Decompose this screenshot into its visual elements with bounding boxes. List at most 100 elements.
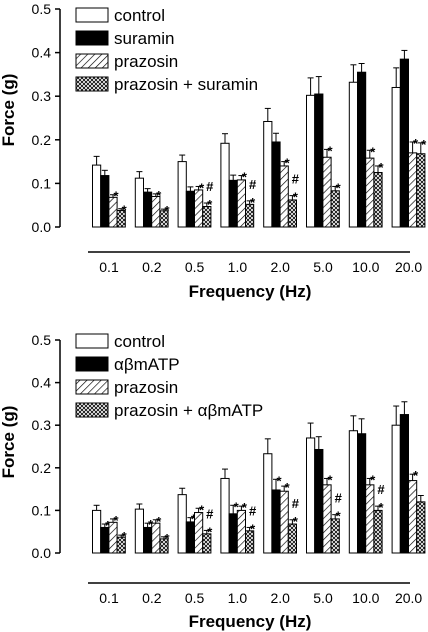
significance-mark: *	[370, 144, 376, 159]
y-axis-title-wrap: Force (g)	[0, 406, 18, 479]
significance-mark: *	[242, 170, 248, 185]
significance-mark: *	[413, 468, 419, 483]
legend-swatch	[75, 30, 109, 46]
significance-mark: *	[207, 197, 213, 212]
x-tick-label: 20.0	[395, 590, 422, 606]
bar	[365, 484, 375, 554]
bar	[330, 518, 340, 554]
legend: control suramin prazosin prazosin + suramin	[75, 6, 258, 94]
significance-mark: *	[421, 137, 427, 152]
legend-label: prazosin	[114, 378, 178, 397]
y-tick-label: 0.4	[32, 45, 52, 61]
significance-mark: *	[105, 518, 111, 533]
x-tick-label: 1.0	[228, 259, 248, 275]
significance-mark: #	[249, 503, 257, 518]
legend-label: control	[114, 6, 165, 25]
y-tick-label: 0.0	[32, 219, 52, 235]
bar	[306, 94, 316, 228]
x-tick-label: 0.5	[185, 259, 205, 275]
significance-mark: *	[122, 203, 128, 218]
bar	[236, 179, 247, 228]
bar	[194, 189, 204, 228]
x-tick-label: 0.1	[99, 259, 119, 275]
x-tick-label: 1.0	[228, 590, 248, 606]
bar	[134, 177, 145, 228]
bar	[416, 501, 426, 554]
x-tick-label: 5.0	[313, 590, 333, 606]
significance-mark: *	[113, 513, 119, 528]
bar	[408, 152, 418, 228]
y-axis-title: Force (g)	[0, 74, 18, 147]
significance-mark: *	[370, 472, 376, 487]
bar	[322, 484, 332, 554]
y-tick-label: 0.5	[32, 1, 52, 17]
y-axis-title: Force (g)	[0, 406, 18, 479]
bar	[220, 477, 230, 554]
bar	[365, 157, 375, 228]
x-axis-title: Frequency (Hz)	[189, 612, 312, 631]
y-tick-label: 0.0	[32, 545, 52, 561]
legend-label: αβmATP	[114, 355, 180, 374]
bars: ******#**#**#***** *	[92, 49, 427, 228]
bar	[134, 508, 145, 554]
bar	[271, 489, 281, 554]
y-tick-label: 0.5	[32, 332, 52, 348]
significance-mark: *	[156, 514, 162, 529]
bar	[271, 141, 281, 228]
bar	[100, 175, 110, 228]
bar	[279, 165, 289, 228]
x-tick-labels: 0.1 0.2 0.5 1.0 2.0 5.0 10.0 20.0	[99, 259, 422, 275]
bar	[177, 494, 187, 554]
significance-mark: #	[206, 506, 214, 521]
y-tick-label: 0.4	[32, 375, 52, 391]
y-tick-label: 0.2	[32, 460, 52, 476]
legend-swatch	[75, 402, 109, 418]
axes: 0.0 0.1 0.2 0.3 0.4 0.5	[32, 1, 410, 253]
significance-mark: *	[199, 502, 205, 517]
significance-mark: *	[336, 509, 342, 524]
x-axis-title: Frequency (Hz)	[189, 282, 312, 301]
significance-mark: #	[249, 177, 257, 192]
legend-swatch	[75, 7, 109, 23]
bar	[263, 120, 273, 228]
bar	[228, 513, 238, 554]
bar	[416, 153, 426, 228]
bar	[330, 190, 340, 228]
bar	[399, 414, 409, 554]
y-tick-label: 0.1	[32, 502, 52, 518]
x-tick-label: 5.0	[313, 259, 333, 275]
significance-mark: *	[156, 188, 162, 203]
y-tick-label: 0.2	[32, 132, 52, 148]
axes: 0.0 0.1 0.2 0.3 0.4 0.5	[32, 332, 410, 584]
significance-mark: *	[164, 203, 170, 218]
bar	[373, 509, 383, 554]
significance-mark: *	[164, 531, 170, 546]
significance-mark: #	[292, 172, 300, 187]
significance-mark: *	[285, 480, 291, 495]
x-tick-labels: 0.1 0.2 0.5 1.0 2.0 5.0 10.0 20.0	[99, 590, 422, 606]
significance-mark: *	[148, 517, 154, 532]
significance-mark: *	[336, 180, 342, 195]
bar	[391, 424, 401, 554]
x-tick-label: 20.0	[395, 259, 422, 275]
x-tick-label: 10.0	[352, 259, 379, 275]
significance-mark: *	[242, 500, 248, 515]
x-tick-label: 10.0	[352, 590, 379, 606]
legend: control αβmATP prazosin prazosin + αβmATP	[75, 332, 263, 420]
significance-mark: *	[378, 500, 384, 515]
significance-mark: #	[335, 491, 343, 506]
y-tick-label: 0.3	[32, 88, 52, 104]
significance-mark: *	[113, 189, 119, 204]
bar	[143, 191, 153, 228]
y-tick-label: 0.3	[32, 417, 52, 433]
significance-mark: *	[276, 473, 282, 488]
significance-mark: #	[206, 179, 214, 194]
bar	[263, 453, 273, 554]
bar	[185, 190, 196, 228]
bar	[177, 161, 187, 228]
bar	[357, 433, 367, 554]
bar	[92, 164, 102, 228]
bar	[236, 509, 247, 554]
legend-swatch	[75, 76, 109, 92]
